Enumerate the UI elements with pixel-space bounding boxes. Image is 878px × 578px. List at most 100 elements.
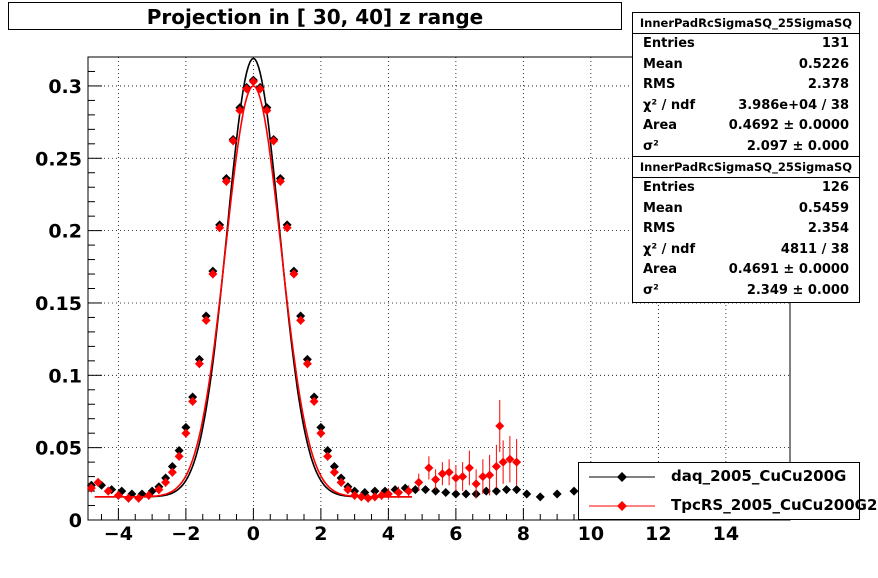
- data-point-tpcrs: [491, 461, 501, 471]
- data-point-tpcrs: [356, 492, 366, 502]
- data-point-tpcrs: [350, 490, 360, 500]
- x-tick-label: 4: [382, 523, 395, 545]
- y-tick-label: 0.05: [35, 438, 82, 460]
- x-tick-label: 12: [645, 523, 671, 545]
- data-point-daq: [329, 461, 339, 471]
- data-point-tpcrs: [255, 84, 265, 94]
- data-point-tpcrs: [343, 485, 353, 495]
- stats-row-chi2: χ² / ndf 4811 / 38: [643, 241, 849, 257]
- stats-box-tpcrs: InnerPadRcSigmaSQ_25SigmaSQ Entries 126 M…: [632, 156, 860, 303]
- data-point-daq: [174, 446, 184, 456]
- data-point-tpcrs: [309, 396, 319, 406]
- data-point-tpcrs: [302, 359, 312, 369]
- data-point-tpcrs: [495, 421, 505, 431]
- legend: daq_2005_CuCu200G TpcRS_2005_CuCu200G2: [578, 462, 877, 520]
- data-point-tpcrs: [437, 469, 447, 479]
- data-point-tpcrs: [458, 472, 468, 482]
- data-point-daq: [323, 446, 333, 456]
- title-box: Projection in [ 30, 40] z range: [8, 2, 622, 30]
- stats-title: InnerPadRcSigmaSQ_25SigmaSQ: [633, 13, 859, 34]
- stats-row-rms: RMS 2.354: [643, 221, 849, 237]
- data-point-tpcrs: [377, 490, 387, 500]
- x-tick-label: −2: [171, 523, 200, 545]
- data-point-tpcrs: [296, 315, 306, 325]
- data-point-tpcrs: [93, 477, 103, 487]
- data-point-daq: [410, 485, 420, 495]
- x-tick-label: 10: [578, 523, 604, 545]
- data-point-daq: [569, 486, 579, 496]
- stats-row-mean: Mean 0.5459: [643, 200, 849, 216]
- y-tick-label: 0.15: [35, 293, 82, 315]
- stats-row-sigma2: σ² 2.097 ± 0.000: [643, 138, 849, 154]
- data-point-tpcrs: [404, 486, 414, 496]
- y-tick-label: 0.25: [35, 148, 82, 170]
- data-point-tpcrs: [464, 463, 474, 473]
- data-point-tpcrs: [498, 457, 508, 467]
- data-point-daq: [431, 486, 441, 496]
- data-point-tpcrs: [235, 106, 245, 116]
- data-point-tpcrs: [215, 223, 225, 233]
- data-point-tpcrs: [383, 489, 393, 499]
- chart-title: Projection in [ 30, 40] z range: [146, 5, 484, 29]
- data-point-daq: [491, 486, 501, 496]
- y-tick-label: 0.2: [48, 221, 82, 243]
- data-point-daq: [451, 489, 461, 499]
- data-point-daq: [370, 486, 380, 496]
- legend-label-tpcrs: TpcRS_2005_CuCu200G2: [671, 496, 878, 514]
- stats-row-chi2: χ² / ndf 3.986e+04 / 38: [643, 97, 849, 113]
- data-point-tpcrs: [424, 463, 434, 473]
- data-point-tpcrs: [194, 359, 204, 369]
- legend-label-daq: daq_2005_CuCu200G: [671, 467, 847, 485]
- data-point-tpcrs: [275, 176, 285, 186]
- data-point-tpcrs: [86, 483, 96, 493]
- data-point-tpcrs: [262, 106, 272, 116]
- x-tick-label: −4: [104, 523, 133, 545]
- stats-box-daq: InnerPadRcSigmaSQ_25SigmaSQ Entries 131 M…: [632, 12, 860, 159]
- data-point-tpcrs: [363, 493, 373, 503]
- y-tick-label: 0.3: [48, 76, 82, 98]
- data-point-tpcrs: [134, 493, 144, 503]
- data-point-tpcrs: [208, 269, 218, 279]
- data-point-tpcrs: [221, 176, 231, 186]
- data-point-daq: [481, 486, 491, 496]
- data-point-daq: [181, 422, 191, 432]
- stats-row-sigma2: σ² 2.349 ± 0.000: [643, 282, 849, 298]
- data-point-tpcrs: [431, 474, 441, 484]
- stats-row-rms: RMS 2.378: [643, 77, 849, 93]
- data-point-tpcrs: [316, 428, 326, 438]
- data-point-daq: [535, 492, 545, 502]
- data-point-tpcrs: [201, 315, 211, 325]
- data-point-tpcrs: [248, 77, 258, 87]
- legend-marker-tpcrs: [589, 501, 655, 511]
- data-point-tpcrs: [478, 472, 488, 482]
- data-point-tpcrs: [124, 493, 133, 503]
- data-point-tpcrs: [394, 488, 403, 498]
- data-point-tpcrs: [414, 477, 424, 487]
- data-point-tpcrs: [167, 467, 177, 477]
- stats-row-entries: Entries 131: [643, 36, 849, 51]
- data-point-tpcrs: [512, 457, 522, 467]
- data-point-tpcrs: [103, 486, 113, 496]
- data-point-tpcrs: [161, 477, 171, 487]
- data-point-tpcrs: [471, 479, 481, 489]
- data-point-tpcrs: [329, 467, 339, 477]
- data-point-tpcrs: [154, 485, 164, 495]
- data-point-tpcrs: [451, 473, 461, 483]
- stats-row-entries: Entries 126: [643, 180, 849, 195]
- data-point-daq: [461, 489, 471, 499]
- data-point-tpcrs: [228, 136, 238, 146]
- legend-entry-daq: daq_2005_CuCu200G: [579, 463, 859, 491]
- data-point-tpcrs: [269, 136, 279, 146]
- data-point-tpcrs: [289, 269, 299, 279]
- legend-marker-daq: [589, 472, 655, 482]
- data-point-daq: [512, 485, 522, 495]
- data-point-tpcrs: [323, 451, 333, 461]
- stats-row-mean: Mean 0.5226: [643, 56, 849, 72]
- data-point-tpcrs: [144, 490, 154, 500]
- data-point-daq: [421, 485, 430, 495]
- data-point-tpcrs: [113, 490, 123, 500]
- data-point-tpcrs: [242, 84, 252, 94]
- y-tick-label: 0.1: [48, 365, 82, 387]
- data-point-tpcrs: [282, 223, 292, 233]
- x-tick-label: 8: [517, 523, 530, 545]
